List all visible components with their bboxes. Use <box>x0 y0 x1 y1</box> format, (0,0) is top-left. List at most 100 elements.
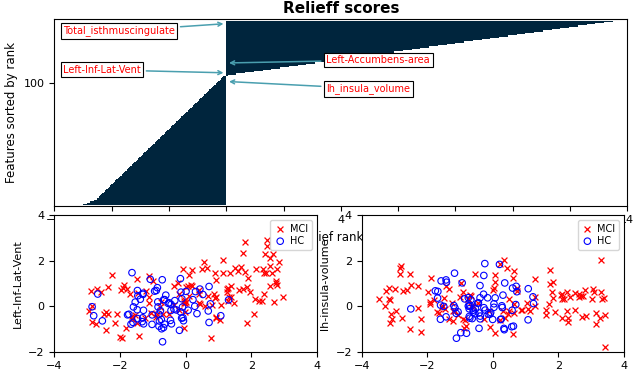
Bar <box>227 33 525 34</box>
MCI <box>274 259 284 265</box>
MCI <box>194 287 204 293</box>
HC <box>474 300 484 306</box>
MCI <box>548 279 558 285</box>
MCI <box>265 255 275 261</box>
HC <box>157 277 167 283</box>
HC <box>153 299 163 305</box>
HC <box>406 306 416 312</box>
Bar <box>227 30 543 32</box>
Bar <box>227 68 271 70</box>
MCI <box>268 270 278 276</box>
HC <box>463 303 474 309</box>
MCI <box>194 291 204 297</box>
MCI <box>278 294 288 300</box>
MCI <box>580 287 590 293</box>
MCI <box>272 282 282 288</box>
Bar <box>177 120 227 122</box>
Bar <box>223 76 227 77</box>
MCI <box>439 295 449 301</box>
MCI <box>547 289 557 295</box>
Bar <box>140 157 227 158</box>
MCI <box>495 317 506 323</box>
Bar <box>212 87 227 88</box>
MCI <box>241 284 252 290</box>
HC <box>87 304 97 310</box>
MCI <box>504 296 514 302</box>
HC <box>175 276 186 282</box>
MCI <box>258 266 268 272</box>
HC <box>529 301 539 307</box>
MCI <box>556 292 566 298</box>
MCI <box>194 300 204 306</box>
MCI <box>200 303 210 309</box>
MCI <box>239 269 250 275</box>
MCI <box>132 276 142 282</box>
Bar <box>227 21 613 22</box>
HC <box>151 288 161 294</box>
MCI <box>249 311 259 317</box>
MCI <box>237 250 248 256</box>
Bar <box>185 113 227 114</box>
HC <box>464 313 474 319</box>
MCI <box>591 310 601 316</box>
MCI <box>559 296 569 302</box>
Bar <box>90 201 227 203</box>
HC <box>189 303 200 309</box>
Bar <box>172 125 227 126</box>
MCI <box>261 270 271 276</box>
MCI <box>202 265 212 271</box>
MCI <box>169 283 179 289</box>
Bar <box>94 200 227 202</box>
Bar <box>209 89 227 91</box>
HC <box>204 283 214 289</box>
MCI <box>570 307 580 313</box>
MCI <box>600 312 610 318</box>
MCI <box>383 296 394 302</box>
Text: lh_insula_volume: lh_insula_volume <box>231 80 410 94</box>
MCI <box>127 313 137 319</box>
MCI <box>440 306 451 312</box>
Bar <box>227 64 307 65</box>
Bar <box>127 169 227 171</box>
MCI <box>116 287 126 293</box>
Bar <box>227 65 298 66</box>
MCI <box>229 300 239 306</box>
Bar <box>122 174 227 175</box>
Bar <box>227 47 420 49</box>
MCI <box>262 243 273 249</box>
MCI <box>530 276 540 282</box>
MCI <box>257 298 267 304</box>
MCI <box>154 304 164 310</box>
Bar <box>196 102 227 103</box>
Bar <box>227 39 481 40</box>
HC <box>164 300 174 306</box>
Bar <box>155 142 227 144</box>
HC <box>163 300 173 306</box>
MCI <box>458 289 468 295</box>
MCI <box>107 272 117 278</box>
MCI <box>180 300 190 306</box>
Bar <box>137 160 227 161</box>
HC <box>132 293 143 299</box>
MCI <box>271 278 281 283</box>
HC <box>177 304 188 310</box>
Bar <box>145 152 227 153</box>
Bar <box>152 145 227 146</box>
MCI <box>463 296 474 302</box>
MCI <box>195 301 205 307</box>
MCI <box>504 308 515 314</box>
MCI <box>131 312 141 318</box>
HC <box>485 311 495 317</box>
MCI <box>545 267 556 273</box>
MCI <box>87 319 97 325</box>
HC <box>475 316 485 322</box>
HC <box>130 299 140 305</box>
Bar <box>227 32 534 33</box>
MCI <box>385 320 395 326</box>
MCI <box>222 285 232 291</box>
HC <box>138 291 148 297</box>
MCI <box>178 266 188 272</box>
HC <box>486 310 496 316</box>
HC <box>480 307 490 313</box>
Bar <box>227 44 447 45</box>
